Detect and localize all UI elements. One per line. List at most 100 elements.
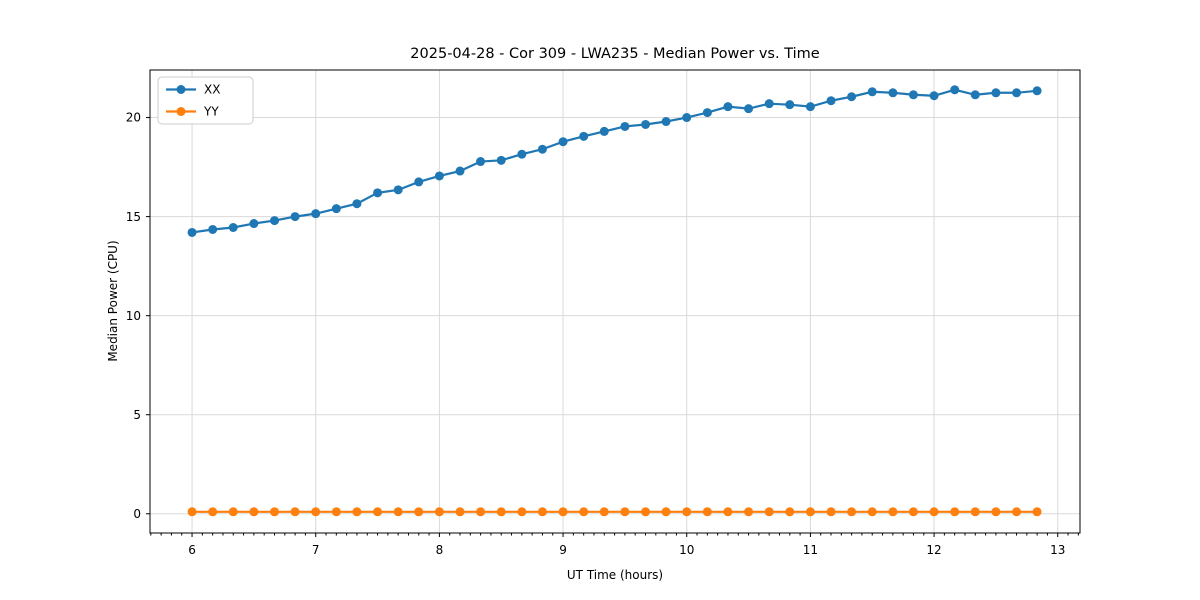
data-point-yy bbox=[393, 507, 403, 517]
data-point-yy bbox=[867, 507, 877, 517]
x-tick-label: 12 bbox=[926, 543, 941, 557]
chart-title: 2025-04-28 - Cor 309 - LWA235 - Median P… bbox=[410, 46, 819, 62]
data-point-xx bbox=[270, 216, 280, 226]
data-point-xx bbox=[352, 199, 362, 209]
data-point-xx bbox=[970, 90, 980, 100]
x-tick-label: 11 bbox=[803, 543, 818, 557]
data-point-xx bbox=[517, 149, 527, 159]
data-point-xx bbox=[290, 212, 300, 222]
data-point-yy bbox=[641, 507, 651, 517]
data-point-yy bbox=[764, 507, 774, 517]
data-point-xx bbox=[414, 177, 424, 187]
data-point-xx bbox=[599, 126, 609, 136]
y-tick-label: 5 bbox=[133, 408, 141, 422]
data-point-yy bbox=[373, 507, 383, 517]
data-point-yy bbox=[434, 507, 444, 517]
legend-item-yy: YY bbox=[166, 105, 219, 119]
legend-marker-xx bbox=[176, 85, 186, 94]
x-tick-label: 13 bbox=[1050, 543, 1065, 557]
data-point-yy bbox=[579, 507, 589, 517]
data-point-yy bbox=[249, 507, 259, 517]
data-point-xx bbox=[826, 96, 836, 106]
data-point-yy bbox=[352, 507, 362, 517]
data-point-yy bbox=[537, 507, 547, 517]
data-point-xx bbox=[208, 224, 218, 234]
x-axis-label: UT Time (hours) bbox=[567, 568, 663, 582]
data-point-yy bbox=[908, 507, 918, 517]
data-point-yy bbox=[826, 507, 836, 517]
data-point-yy bbox=[723, 507, 733, 517]
data-point-xx bbox=[558, 137, 568, 147]
x-tick-label: 6 bbox=[188, 543, 196, 557]
data-point-yy bbox=[228, 507, 238, 517]
data-point-yy bbox=[744, 507, 754, 517]
data-point-yy bbox=[476, 507, 486, 517]
data-point-yy bbox=[414, 507, 424, 517]
legend-marker-yy bbox=[176, 107, 186, 116]
data-point-xx bbox=[434, 171, 444, 181]
data-point-yy bbox=[785, 507, 795, 517]
y-tick-label: 0 bbox=[133, 507, 141, 521]
data-point-xx bbox=[867, 87, 877, 97]
data-point-xx bbox=[785, 100, 795, 110]
data-point-xx bbox=[228, 223, 238, 233]
y-axis-label: Median Power (CPU) bbox=[106, 240, 120, 361]
data-point-yy bbox=[455, 507, 465, 517]
data-point-xx bbox=[744, 104, 754, 114]
y-tick-label: 20 bbox=[126, 111, 141, 125]
data-point-yy bbox=[888, 507, 898, 517]
data-point-yy bbox=[517, 507, 527, 517]
data-point-xx bbox=[187, 227, 197, 237]
data-point-xx bbox=[929, 91, 939, 101]
data-point-yy bbox=[620, 507, 630, 517]
data-point-xx bbox=[847, 92, 857, 102]
y-tick-label: 15 bbox=[126, 210, 141, 224]
data-point-xx bbox=[393, 185, 403, 195]
data-point-xx bbox=[1032, 86, 1042, 96]
series-xx bbox=[187, 85, 1042, 237]
data-point-xx bbox=[373, 188, 383, 198]
data-point-xx bbox=[496, 155, 506, 165]
data-point-yy bbox=[270, 507, 280, 517]
data-point-xx bbox=[537, 144, 547, 154]
data-point-xx bbox=[579, 131, 589, 141]
data-point-yy bbox=[331, 507, 341, 517]
data-point-yy bbox=[1012, 507, 1022, 517]
legend: XX YY bbox=[157, 76, 254, 125]
data-point-xx bbox=[764, 99, 774, 109]
data-point-yy bbox=[661, 507, 671, 517]
data-point-xx bbox=[805, 102, 815, 112]
x-tick-label: 9 bbox=[559, 543, 567, 557]
legend-label-yy: YY bbox=[203, 105, 219, 119]
x-tick-label: 10 bbox=[679, 543, 694, 557]
data-point-yy bbox=[187, 507, 197, 517]
y-tick-label: 10 bbox=[126, 309, 141, 323]
data-point-xx bbox=[682, 113, 692, 123]
plot-area bbox=[150, 70, 1080, 533]
x-tick-label: 8 bbox=[436, 543, 444, 557]
data-point-xx bbox=[723, 102, 733, 112]
data-point-yy bbox=[496, 507, 506, 517]
data-point-yy bbox=[558, 507, 568, 517]
ticks: 6 7 8 9 10 11 12 13 0 5 10 15 20 bbox=[126, 111, 1079, 557]
data-point-xx bbox=[331, 204, 341, 214]
data-point-xx bbox=[908, 90, 918, 100]
data-point-xx bbox=[1012, 88, 1022, 98]
data-point-yy bbox=[991, 507, 1001, 517]
grid bbox=[150, 70, 1080, 533]
series-yy bbox=[187, 507, 1042, 517]
data-point-yy bbox=[702, 507, 712, 517]
data-point-xx bbox=[991, 88, 1001, 98]
data-point-xx bbox=[950, 85, 960, 95]
x-tick-label: 7 bbox=[312, 543, 320, 557]
data-point-xx bbox=[620, 121, 630, 131]
data-point-xx bbox=[476, 157, 486, 167]
data-point-xx bbox=[661, 117, 671, 127]
data-point-yy bbox=[805, 507, 815, 517]
data-point-yy bbox=[599, 507, 609, 517]
data-point-xx bbox=[641, 119, 651, 129]
data-point-yy bbox=[208, 507, 218, 517]
data-point-yy bbox=[847, 507, 857, 517]
